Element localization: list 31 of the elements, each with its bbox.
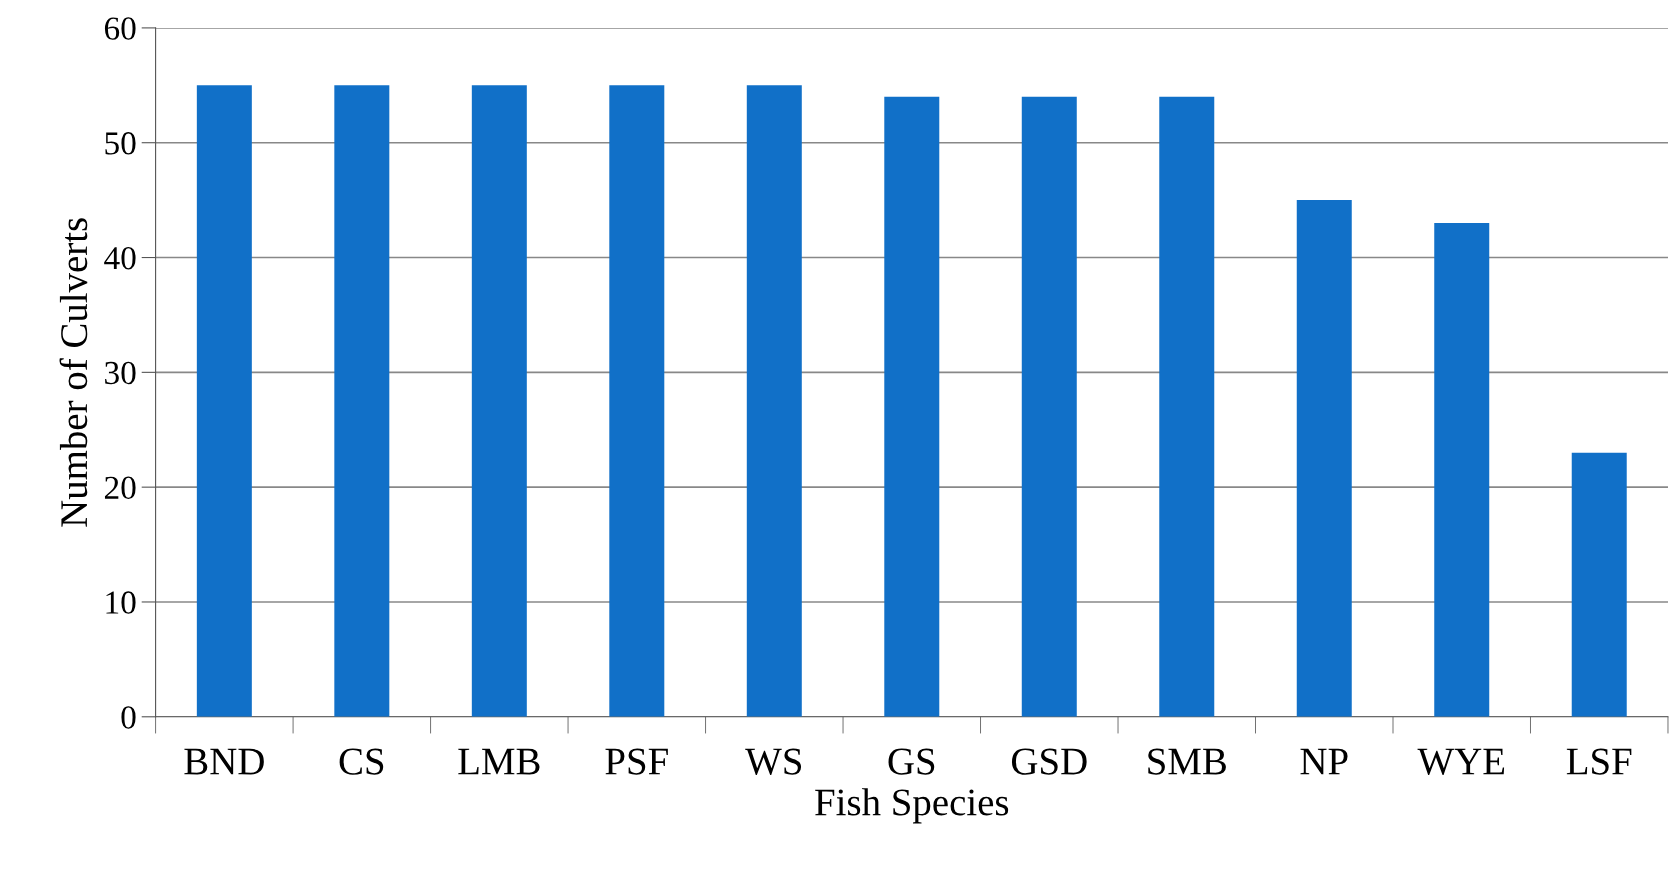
y-tick-label: 50 [105,132,136,155]
x-tick-label: LMB [458,748,540,775]
x-tick-label: CS [339,748,384,775]
y-tick-label: 20 [104,476,136,500]
y-axis-title: Number of Culverts [59,218,88,527]
y-tick-label: 0 [121,706,136,729]
bar [1296,200,1352,717]
bar [471,85,527,717]
x-axis-title: Fish Species [815,788,1009,824]
bar [1159,96,1215,717]
x-tick-label: PSF [605,748,668,775]
x-tick-label: WS [745,748,802,775]
x-tick-label: WYE [1417,748,1505,775]
x-tick-label: SMB [1148,748,1226,775]
x-tick-label: NP [1300,748,1348,775]
x-tick-label: BND [184,748,264,775]
bar [609,85,665,717]
y-tick-label: 40 [104,246,136,270]
y-tick-label: 60 [104,17,136,40]
bar [746,85,802,717]
bar [334,85,390,717]
y-tick-label: 10 [106,591,136,614]
x-tick-label: LSF [1566,748,1632,775]
x-tick-label: GSD [1011,748,1087,775]
x-tick-label: GS [888,748,935,775]
bar [884,96,940,717]
bar [1434,223,1490,717]
y-tick-label: 30 [105,361,136,385]
bar [1571,452,1627,717]
bar [196,85,252,717]
bar [1021,96,1077,717]
